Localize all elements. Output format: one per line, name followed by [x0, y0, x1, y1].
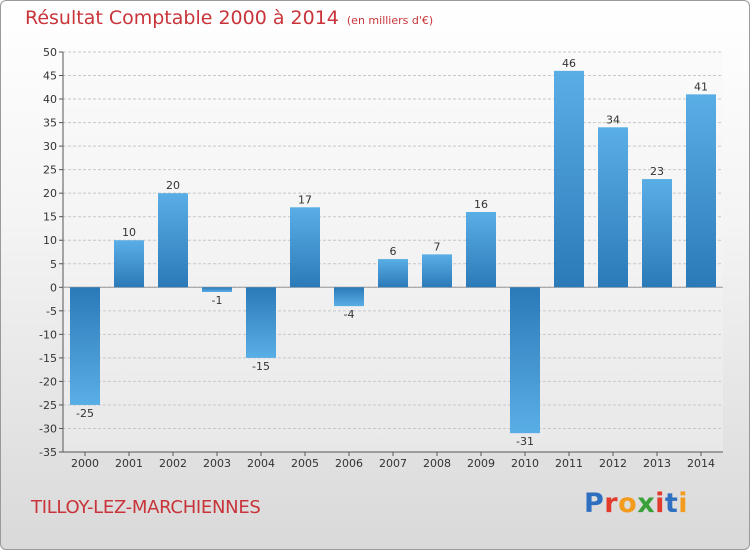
- y-tick-label: -30: [39, 422, 57, 435]
- logo-letter: P: [584, 488, 605, 519]
- logo-letter: r: [604, 488, 619, 519]
- logo-letter: i: [678, 488, 689, 519]
- proxiti-logo: Proxiti: [584, 488, 688, 519]
- value-label-2004: -15: [252, 360, 270, 373]
- x-tick-label: 2006: [335, 457, 363, 470]
- value-label-2005: 17: [298, 193, 312, 206]
- value-label-2002: 20: [166, 179, 180, 192]
- chart-title: Résultat Comptable 2000 à 2014: [25, 7, 339, 29]
- y-tick-label: 45: [43, 70, 57, 83]
- y-tick-label: 15: [43, 211, 57, 224]
- y-tick-label: -25: [39, 399, 57, 412]
- value-label-2012: 34: [606, 113, 620, 126]
- chart-subtitle: (en milliers d'€): [346, 14, 434, 27]
- x-tick-label: 2014: [687, 457, 715, 470]
- x-tick-label: 2007: [379, 457, 407, 470]
- y-tick-label: 30: [43, 140, 57, 153]
- value-label-2014: 41: [694, 80, 708, 93]
- bar-2000: [70, 287, 100, 405]
- bar-2008: [422, 254, 452, 288]
- value-label-2010: -31: [516, 435, 534, 448]
- x-tick-label: 2000: [71, 457, 99, 470]
- bar-2007: [378, 259, 408, 288]
- bar-2014: [686, 94, 716, 288]
- x-tick-label: 2011: [555, 457, 583, 470]
- bar-2009: [466, 212, 496, 288]
- y-tick-label: 25: [43, 164, 57, 177]
- chart-title-line: Résultat Comptable 2000 à 2014 (en millie…: [25, 7, 433, 29]
- bar-2010: [510, 287, 540, 434]
- bar-2004: [246, 287, 276, 358]
- value-label-2013: 23: [650, 165, 664, 178]
- logo-letter: i: [655, 488, 665, 519]
- bar-2001: [114, 240, 144, 288]
- bar-2011: [554, 70, 584, 288]
- y-tick-label: 10: [43, 234, 57, 247]
- y-tick-label: 50: [43, 46, 57, 59]
- logo-letter: t: [664, 488, 679, 519]
- value-label-2001: 10: [122, 226, 136, 239]
- commune-name: TILLOY-LEZ-MARCHIENNES: [31, 497, 261, 518]
- value-label-2007: 6: [390, 245, 397, 258]
- x-tick-label: 2002: [159, 457, 187, 470]
- value-label-2003: -1: [212, 294, 223, 307]
- value-label-2009: 16: [474, 198, 488, 211]
- x-tick-label: 2012: [599, 457, 627, 470]
- x-tick-label: 2003: [203, 457, 231, 470]
- y-tick-label: 35: [43, 117, 57, 130]
- y-tick-label: 20: [43, 187, 57, 200]
- y-tick-label: -20: [39, 375, 57, 388]
- x-tick-label: 2001: [115, 457, 143, 470]
- y-tick-label: -10: [39, 328, 57, 341]
- x-tick-label: 2013: [643, 457, 671, 470]
- x-tick-label: 2008: [423, 457, 451, 470]
- x-tick-label: 2010: [511, 457, 539, 470]
- x-tick-label: 2004: [247, 457, 275, 470]
- value-label-2011: 46: [562, 57, 576, 70]
- x-tick-label: 2009: [467, 457, 495, 470]
- bar-2003: [202, 287, 232, 292]
- bar-2002: [158, 193, 188, 288]
- bar-2006: [334, 287, 364, 307]
- logo-letter: o: [618, 488, 638, 519]
- y-tick-label: 40: [43, 93, 57, 106]
- y-tick-label: -35: [39, 446, 57, 459]
- bar-2012: [598, 127, 628, 288]
- value-label-2006: -4: [344, 308, 355, 321]
- y-tick-label: 5: [50, 258, 57, 271]
- bar-2013: [642, 179, 672, 288]
- logo-letter: x: [637, 488, 656, 519]
- y-tick-label: -15: [39, 352, 57, 365]
- value-label-2008: 7: [434, 240, 441, 253]
- x-tick-label: 2005: [291, 457, 319, 470]
- y-tick-label: 0: [50, 281, 57, 294]
- value-label-2000: -25: [76, 407, 94, 420]
- y-tick-label: -5: [46, 305, 57, 318]
- bar-2005: [290, 207, 320, 288]
